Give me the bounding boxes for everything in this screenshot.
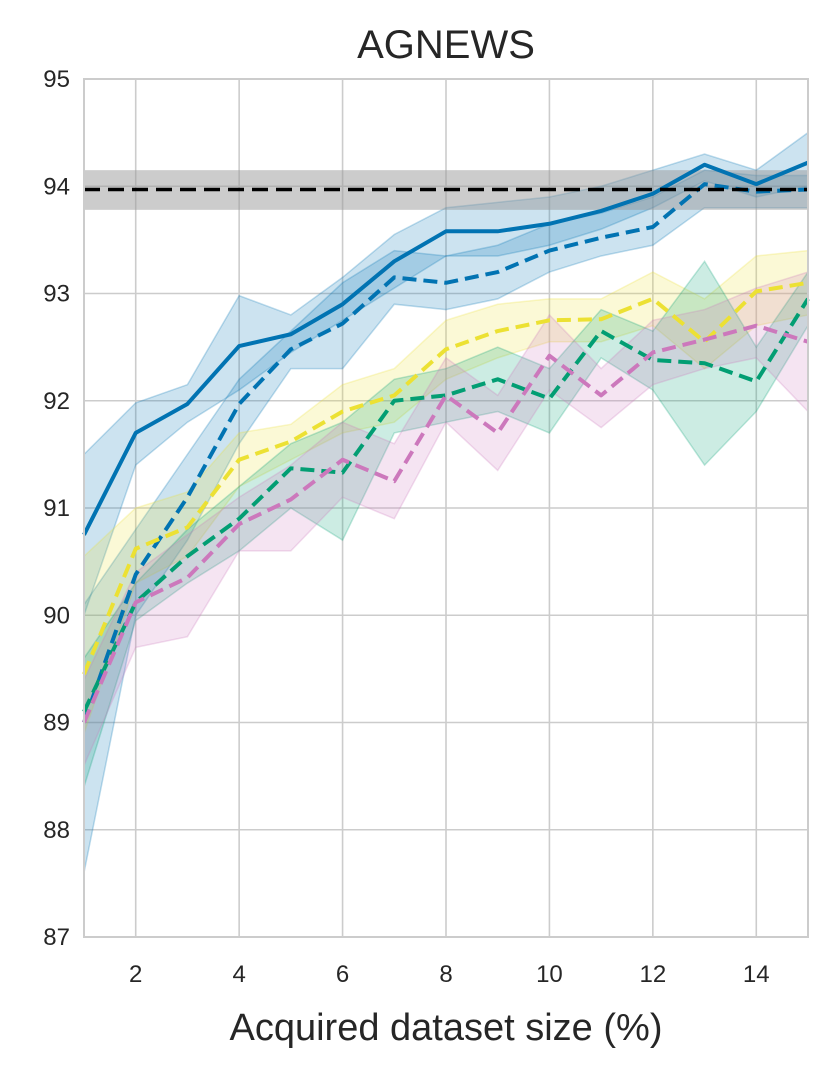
x-tick-labels: 2 4 6 8 10 12 14 bbox=[129, 961, 770, 988]
y-tick-label-1: 88 bbox=[43, 817, 70, 844]
y-tick-label-6: 93 bbox=[43, 281, 70, 308]
y-tick-label-2: 89 bbox=[43, 710, 70, 737]
x-tick-label-2: 6 bbox=[336, 961, 349, 988]
y-tick-label-7: 94 bbox=[43, 173, 70, 200]
plot-frame bbox=[83, 78, 809, 938]
y-tick-label-0: 87 bbox=[43, 924, 70, 951]
x-tick-label-3: 8 bbox=[439, 961, 452, 988]
chart-title: AGNEWS bbox=[357, 23, 535, 67]
x-tick-label-5: 12 bbox=[640, 961, 667, 988]
x-axis-label: Acquired dataset size (%) bbox=[230, 1007, 663, 1049]
series-4-line bbox=[82, 323, 809, 724]
series-lines bbox=[82, 160, 810, 724]
series-1-line bbox=[82, 182, 809, 724]
y-tick-label-4: 91 bbox=[43, 495, 70, 522]
x-tick-label-0: 2 bbox=[129, 961, 142, 988]
series-0-line bbox=[82, 160, 809, 536]
series-2-line bbox=[82, 280, 809, 675]
x-tick-label-4: 10 bbox=[536, 961, 563, 988]
y-tick-label-3: 90 bbox=[43, 602, 70, 629]
y-tick-labels: 87 88 89 90 91 92 93 94 95 bbox=[43, 66, 70, 951]
y-tick-label-8: 95 bbox=[43, 66, 70, 93]
x-tick-label-1: 4 bbox=[232, 961, 245, 988]
y-tick-label-5: 92 bbox=[43, 388, 70, 415]
series-3-line bbox=[82, 297, 810, 713]
x-tick-label-6: 14 bbox=[743, 961, 770, 988]
